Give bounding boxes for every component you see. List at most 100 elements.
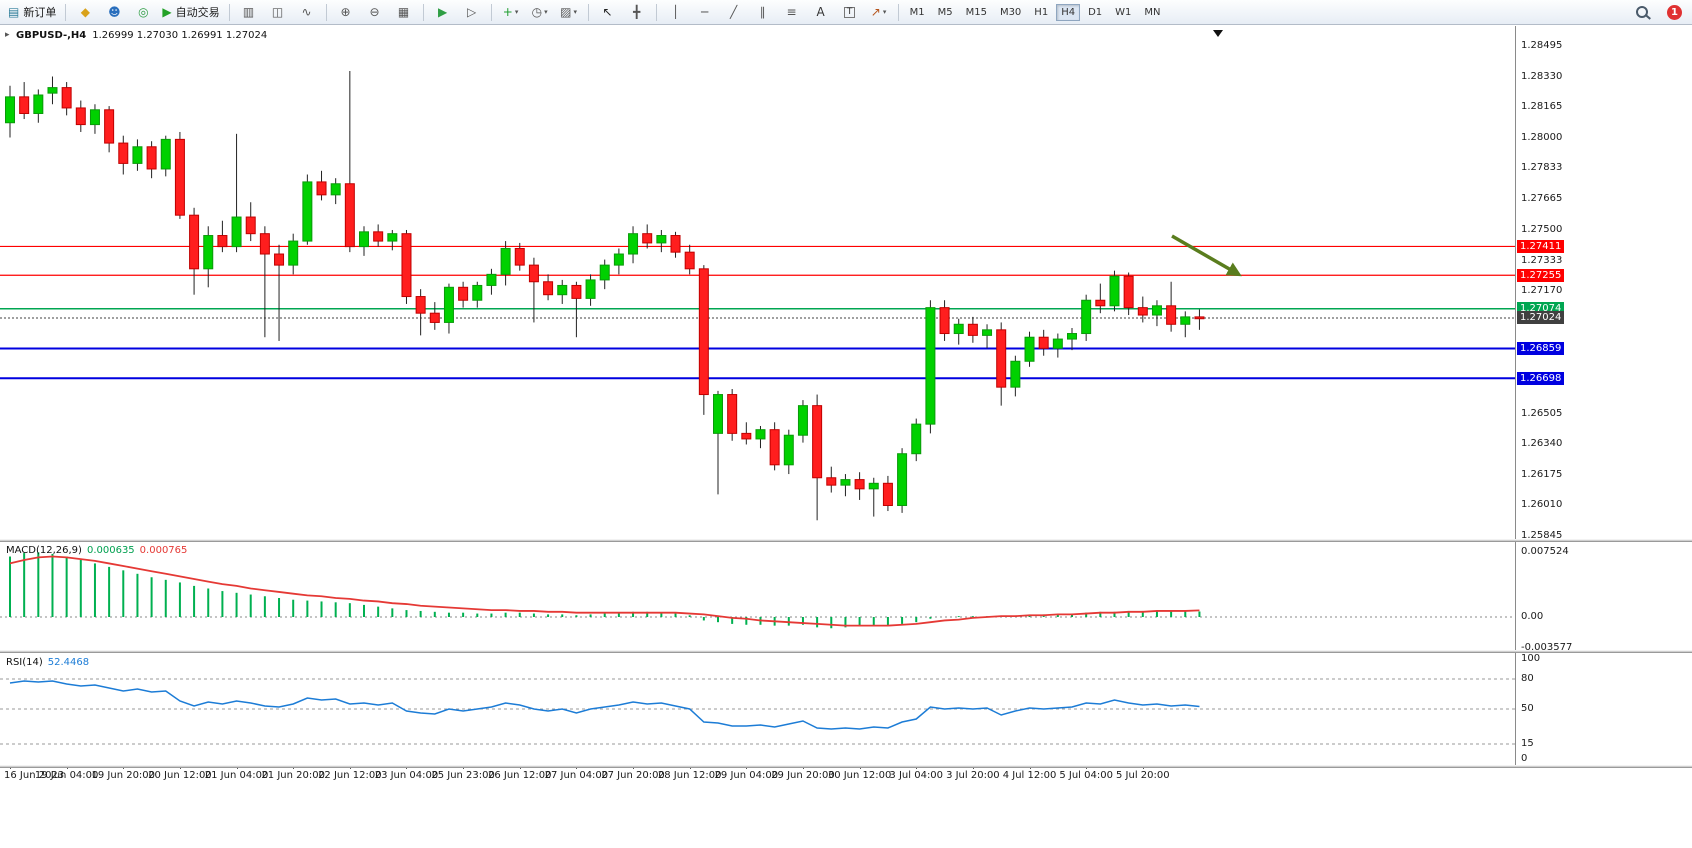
new-order-icon: ▤ xyxy=(8,5,20,19)
splitter-macd-rsi[interactable] xyxy=(0,650,1692,653)
trendline-button[interactable]: ╱ xyxy=(720,1,748,23)
toolbar-separator xyxy=(655,3,657,21)
price-tag: 1.27411 xyxy=(1517,239,1565,253)
horizontal-line-icon: ─ xyxy=(700,5,709,19)
timeframe-button-h1[interactable]: H1 xyxy=(1034,6,1049,18)
timeframe-button-m30[interactable]: M30 xyxy=(999,6,1022,18)
autotrading-button[interactable]: ▶ 自动交易 xyxy=(158,1,223,23)
timeframe-button-h4[interactable]: H4 xyxy=(1056,3,1081,21)
templates-icon: ▨ xyxy=(560,5,572,19)
timeframe-button-d1[interactable]: D1 xyxy=(1088,6,1103,18)
timeframe-button-m1[interactable]: M1 xyxy=(909,6,925,18)
rsi-axis-label: 50 xyxy=(1521,703,1534,714)
price-tag: 1.27255 xyxy=(1517,268,1565,282)
play-icon: ▶ xyxy=(162,5,172,19)
time-axis-label: 30 Jun 12:00 xyxy=(827,770,892,781)
toolbar-separator xyxy=(228,3,230,21)
crosshair-button[interactable]: ╋ xyxy=(623,1,651,23)
time-axis-label: 22 Jun 12:00 xyxy=(318,770,382,781)
time-axis-label: 23 Jun 04:00 xyxy=(374,770,439,781)
new-order-button[interactable]: ▤ 新订单 xyxy=(4,1,60,23)
time-axis-label: 19 Jun 04:00 xyxy=(34,770,99,781)
fibonacci-button[interactable]: ≡ xyxy=(778,1,806,23)
macd-axis-label: -0.003577 xyxy=(1521,641,1573,653)
toolbar-separator xyxy=(897,3,899,21)
text-icon: A xyxy=(816,5,825,19)
cursor-button[interactable]: ↖ xyxy=(594,1,622,23)
time-axis-label: 27 Jun 20:00 xyxy=(601,770,665,781)
chevron-down-icon: ▾ xyxy=(514,8,519,16)
candlestick-chart-button[interactable]: ◫ xyxy=(264,1,292,23)
broadcast-icon: ◎ xyxy=(138,5,149,19)
price-axis-label: 1.27833 xyxy=(1521,162,1563,174)
crosshair-icon: ╋ xyxy=(632,5,641,19)
clock-icon: ◷ xyxy=(531,5,543,19)
macd-label: MACD(12,26,9) 0.000635 0.000765 xyxy=(6,545,187,556)
rsi-axis-label: 15 xyxy=(1521,738,1534,749)
cursor-icon: ↖ xyxy=(602,5,613,19)
price-axis-label: 1.25845 xyxy=(1521,530,1563,541)
price-axis-label: 1.26010 xyxy=(1521,499,1563,511)
timeframe-button-m5[interactable]: M5 xyxy=(937,6,953,18)
periods-button[interactable]: ◷ ▾ xyxy=(526,1,554,23)
zoom-in-button[interactable]: ⊕ xyxy=(332,1,360,23)
time-axis-label: 28 Jun 12:00 xyxy=(657,770,722,781)
macd-axis-label: 0.00 xyxy=(1521,611,1544,622)
time-axis-label: 3 Jul 04:00 xyxy=(889,770,944,781)
zoom-out-icon: ⊖ xyxy=(369,5,380,19)
zoom-out-button[interactable]: ⊖ xyxy=(361,1,389,23)
price-axis-label: 1.27665 xyxy=(1521,193,1563,205)
text-label-button[interactable]: T xyxy=(836,1,864,23)
indicators-icon: + xyxy=(502,5,513,19)
price-axis-label: 1.28330 xyxy=(1521,70,1563,82)
rsi-axis-label: 0 xyxy=(1521,753,1528,764)
search-button[interactable] xyxy=(1628,1,1656,23)
macd-main-value: 0.000635 xyxy=(86,545,135,556)
auto-scroll-button[interactable]: ▶ xyxy=(429,1,457,23)
price-axis-label: 1.27333 xyxy=(1521,254,1563,266)
text-button[interactable]: A xyxy=(807,1,835,23)
bar-chart-button[interactable]: ▥ xyxy=(235,1,263,23)
line-chart-icon: ∿ xyxy=(301,5,312,19)
splitter-rsi-timeaxis[interactable] xyxy=(0,765,1692,768)
support-button[interactable]: ☻ xyxy=(100,1,128,23)
price-axis-label: 1.26340 xyxy=(1521,438,1563,450)
notification-badge[interactable]: 1 xyxy=(1667,4,1682,20)
price-axis-label: 1.27170 xyxy=(1521,285,1563,296)
arrows-button[interactable]: ↗ ▾ xyxy=(865,1,893,23)
trendline-icon: ╱ xyxy=(729,5,738,19)
fibonacci-icon: ≡ xyxy=(786,5,797,19)
horizontal-line-button[interactable]: ─ xyxy=(691,1,719,23)
indicators-button[interactable]: + ▾ xyxy=(497,1,525,23)
timeframe-button-m15[interactable]: M15 xyxy=(965,6,987,18)
arrows-icon: ↗ xyxy=(870,5,881,19)
templates-button[interactable]: ▨ ▾ xyxy=(555,1,583,23)
tile-windows-icon: ▦ xyxy=(397,5,410,19)
chart-ohlc: 1.26999 1.27030 1.26991 1.27024 xyxy=(92,30,268,41)
splitter-main-macd[interactable] xyxy=(0,539,1692,542)
macd-signal-value: 0.000765 xyxy=(139,545,188,556)
macd-pane-canvas[interactable] xyxy=(0,542,1692,650)
bar-chart-icon: ▥ xyxy=(242,5,255,19)
timeframe-button-mn[interactable]: MN xyxy=(1144,6,1161,18)
time-axis-label: 19 Jun 20:00 xyxy=(91,770,156,781)
macd-axis-label: 0.007524 xyxy=(1521,545,1569,557)
main-chart-canvas[interactable] xyxy=(0,27,1692,539)
chart-title: GBPUSD-,H4 1.26999 1.27030 1.26991 1.2702… xyxy=(16,30,267,41)
new-order-button-label: 新订单 xyxy=(23,6,57,19)
line-chart-button[interactable]: ∿ xyxy=(293,1,321,23)
funds-button[interactable]: ◆ xyxy=(71,1,99,23)
time-axis-label: 3 Jul 20:00 xyxy=(946,770,1000,781)
vertical-line-button[interactable]: │ xyxy=(662,1,690,23)
price-tag: 1.27024 xyxy=(1517,311,1565,325)
chart-shift-button[interactable]: ▷ xyxy=(458,1,486,23)
one-click-trading-toggle[interactable]: ▸ xyxy=(5,30,10,40)
time-axis-label: 5 Jul 04:00 xyxy=(1059,770,1113,781)
text-label-icon: T xyxy=(843,6,856,18)
timeframe-button-w1[interactable]: W1 xyxy=(1115,6,1132,18)
rsi-pane-canvas[interactable] xyxy=(0,653,1692,765)
price-tag: 1.26698 xyxy=(1517,371,1565,385)
broadcast-button[interactable]: ◎ xyxy=(129,1,157,23)
tile-windows-button[interactable]: ▦ xyxy=(390,1,418,23)
channel-button[interactable]: ∥ xyxy=(749,1,777,23)
